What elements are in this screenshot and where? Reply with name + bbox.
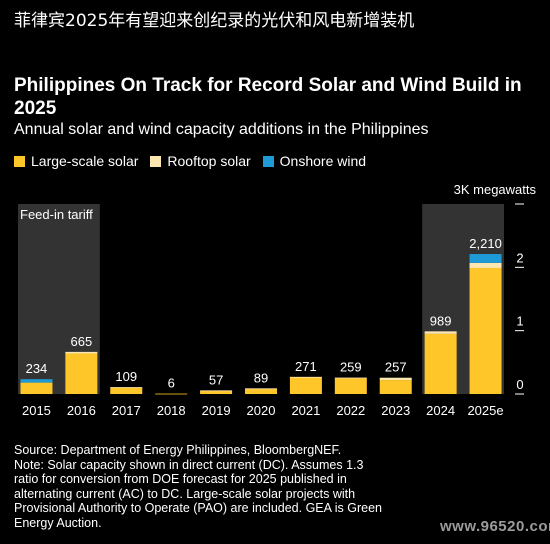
bar-segment-rooftop-solar (110, 387, 143, 388)
x-tick-label: 2021 (291, 403, 320, 418)
bar-segment-large-scale-solar (379, 380, 412, 394)
bar-segment-large-scale-solar (245, 388, 277, 394)
footer-line: ratio for conversion from DOE forecast f… (14, 472, 347, 487)
x-tick-label: 2022 (336, 403, 365, 418)
bar-segment-large-scale-solar (289, 377, 322, 394)
y-tick-label: 3K megawatts (454, 182, 537, 197)
footer-line: Energy Auction. (14, 515, 102, 530)
legend-label-rooftop-solar: Rooftop solar (167, 153, 251, 169)
bar-total-label: 89 (254, 370, 268, 385)
bar-segment-onshore-wind (20, 379, 53, 383)
bar-segment-rooftop-solar (289, 376, 322, 378)
x-tick-label: 2018 (157, 403, 186, 418)
x-tick-label: 2016 (67, 403, 96, 418)
bar-segment-large-scale-solar (334, 378, 367, 394)
bar-segment-large-scale-solar (424, 333, 457, 394)
bar-segment-large-scale-solar (65, 353, 98, 394)
y-tick-label: 1 (516, 314, 523, 329)
bar-total-label: 2,210 (469, 236, 502, 251)
bar-segment-rooftop-solar (424, 331, 457, 334)
bar-total-label: 6 (168, 376, 175, 391)
x-tick-label: 2019 (202, 403, 231, 418)
legend-item-large-scale-solar: Large-scale solar (14, 153, 138, 169)
legend-swatch-large-scale-solar (14, 155, 25, 167)
x-tick-label: 2024 (426, 403, 455, 418)
bar-segment-rooftop-solar (469, 262, 502, 268)
bar-total-label: 109 (115, 369, 137, 384)
bar-segment-rooftop-solar (379, 377, 412, 381)
footer-notes: Source: Department of Energy Philippines… (14, 443, 414, 531)
bar-segment-large-scale-solar (20, 382, 53, 394)
bar-total-label: 234 (26, 361, 48, 376)
legend-label-large-scale-solar: Large-scale solar (31, 153, 139, 169)
y-tick-label: 0 (516, 377, 523, 392)
bar-total-label: 259 (340, 360, 362, 375)
chart-subtitle: Annual solar and wind capacity additions… (14, 121, 429, 138)
x-tick-label: 2017 (112, 403, 141, 418)
bar-total-label: 57 (209, 372, 223, 387)
x-tick-label: 2015 (22, 403, 51, 418)
bar-segment-large-scale-solar (155, 393, 188, 395)
y-tick-label: 2 (516, 250, 523, 265)
footer-line: Source: Department of Energy Philippines… (14, 443, 342, 457)
chart-title: Philippines On Track for Record Solar an… (14, 75, 522, 119)
legend-swatch-rooftop-solar (150, 155, 162, 167)
bar-segment-large-scale-solar (110, 387, 143, 394)
bar-segment-rooftop-solar (65, 351, 98, 354)
shaded-period-label: Feed-in tariff (20, 207, 93, 222)
bar-segment-large-scale-solar (200, 390, 233, 394)
bar-segment-rooftop-solar (245, 388, 277, 390)
bar-total-label: 257 (385, 360, 407, 375)
bar-segment-rooftop-solar (200, 390, 233, 392)
legend: Large-scale solar Rooftop solar Onshore … (14, 153, 366, 169)
legend-item-rooftop-solar: Rooftop solar (150, 153, 251, 169)
footer-line: alternating current (AC) to DC. Large-sc… (14, 486, 356, 501)
footer-line: Provisional Authority to Operate (PAO) a… (14, 501, 382, 516)
footer-line: Note: Solar capacity shown in direct cur… (14, 457, 364, 472)
capacity-bar-chart: Feed-in tariff23420156652016109201762018… (18, 182, 537, 418)
legend-label-onshore-wind: Onshore wind (279, 153, 367, 169)
x-tick-label: 2023 (381, 403, 410, 418)
bar-total-label: 989 (430, 313, 452, 328)
chart-area: Feed-in tariff 234 2015 665 2016 109 2017 6 2018… (0, 170, 550, 430)
bar-segment-onshore-wind (469, 254, 502, 263)
legend-swatch-onshore-wind (262, 155, 274, 167)
x-tick-label: 2025e (467, 403, 503, 418)
bar-total-label: 665 (71, 334, 93, 349)
watermark: www.96520.com (440, 518, 550, 535)
bar-segment-large-scale-solar (469, 267, 502, 394)
headline: 菲律宾2025年有望迎来创纪录的光伏和风电新增装机 (14, 11, 415, 31)
legend-item-onshore-wind: Onshore wind (262, 153, 367, 169)
bar-segment-rooftop-solar (334, 377, 367, 379)
x-tick-label: 2020 (247, 403, 276, 418)
bar-total-label: 271 (295, 359, 317, 374)
